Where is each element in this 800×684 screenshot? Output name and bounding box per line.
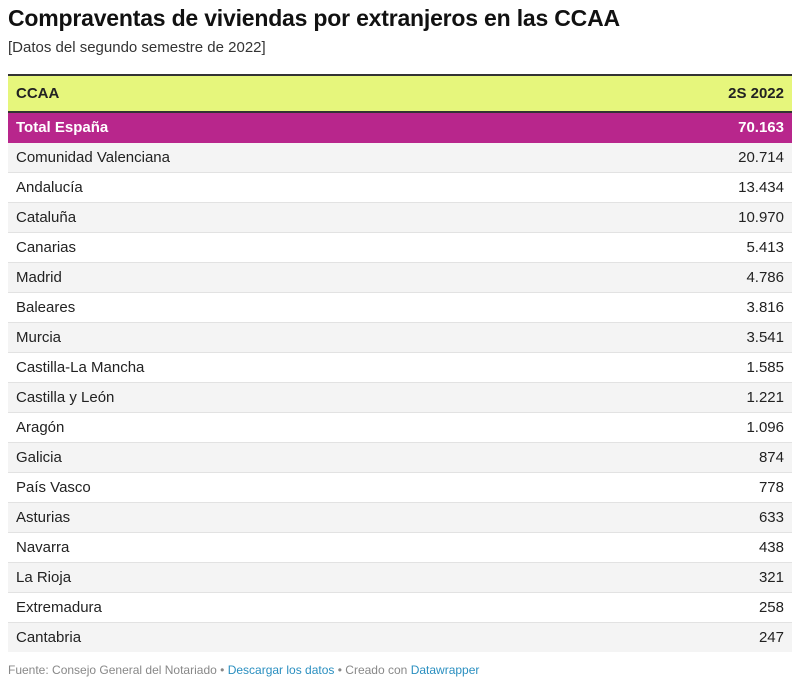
row-value: 247 bbox=[558, 622, 792, 652]
data-table: CCAA 2S 2022 Total España 70.163 Comunid… bbox=[8, 74, 792, 652]
row-label: Navarra bbox=[8, 532, 559, 563]
row-label: Galicia bbox=[8, 442, 559, 473]
row-label: Aragón bbox=[8, 412, 559, 443]
total-label: Total España bbox=[8, 112, 559, 143]
table-row: País Vasco 778 bbox=[8, 472, 792, 503]
row-value: 10.970 bbox=[558, 202, 792, 233]
row-value: 1.096 bbox=[558, 412, 792, 443]
created-with-text: Creado con bbox=[345, 663, 408, 677]
download-data-link[interactable]: Descargar los datos bbox=[227, 663, 335, 677]
row-label: La Rioja bbox=[8, 562, 559, 593]
row-label: Extremadura bbox=[8, 592, 559, 623]
chart-footer: Fuente: Consejo General del Notariado • … bbox=[8, 662, 479, 678]
footer-separator: • bbox=[220, 663, 225, 677]
row-value: 3.816 bbox=[558, 292, 792, 323]
chart-subtitle: [Datos del segundo semestre de 2022] bbox=[8, 39, 266, 56]
table-row: Asturias 633 bbox=[8, 502, 792, 533]
row-label: Murcia bbox=[8, 322, 559, 353]
table-row: Navarra 438 bbox=[8, 532, 792, 563]
row-value: 321 bbox=[558, 562, 792, 593]
row-label: Asturias bbox=[8, 502, 559, 533]
row-value: 20.714 bbox=[558, 143, 792, 173]
source-note: Fuente: Consejo General del Notariado bbox=[8, 663, 217, 677]
row-value: 258 bbox=[558, 592, 792, 623]
row-label: Madrid bbox=[8, 262, 559, 293]
datawrapper-link[interactable]: Datawrapper bbox=[410, 663, 480, 677]
row-label: Andalucía bbox=[8, 172, 559, 203]
table-row: Baleares 3.816 bbox=[8, 292, 792, 323]
column-header-ccaa[interactable]: CCAA bbox=[8, 75, 559, 113]
table-header-row: CCAA 2S 2022 bbox=[8, 75, 792, 113]
table-row: Castilla y León 1.221 bbox=[8, 382, 792, 413]
row-label: Cantabria bbox=[8, 622, 559, 652]
table-row: Andalucía 13.434 bbox=[8, 172, 792, 203]
row-label: Castilla-La Mancha bbox=[8, 352, 559, 383]
table-row: La Rioja 321 bbox=[8, 562, 792, 593]
table-row: Cataluña 10.970 bbox=[8, 202, 792, 233]
table-body: Total España 70.163 Comunidad Valenciana… bbox=[8, 112, 792, 652]
table-row: Canarias 5.413 bbox=[8, 232, 792, 263]
row-value: 633 bbox=[558, 502, 792, 533]
row-label: País Vasco bbox=[8, 472, 559, 503]
chart-container: Compraventas de viviendas por extranjero… bbox=[8, 0, 792, 652]
table-row-total: Total España 70.163 bbox=[8, 112, 792, 143]
row-label: Comunidad Valenciana bbox=[8, 143, 559, 173]
table-row: Aragón 1.096 bbox=[8, 412, 792, 443]
row-value: 4.786 bbox=[558, 262, 792, 293]
row-label: Castilla y León bbox=[8, 382, 559, 413]
row-value: 778 bbox=[558, 472, 792, 503]
total-value: 70.163 bbox=[558, 112, 792, 143]
row-value: 5.413 bbox=[558, 232, 792, 263]
row-label: Baleares bbox=[8, 292, 559, 323]
row-value: 874 bbox=[558, 442, 792, 473]
footer-separator: • bbox=[337, 663, 342, 677]
row-value: 3.541 bbox=[558, 322, 792, 353]
table-row: Murcia 3.541 bbox=[8, 322, 792, 353]
table-row: Comunidad Valenciana 20.714 bbox=[8, 143, 792, 173]
table-row: Extremadura 258 bbox=[8, 592, 792, 623]
row-label: Cataluña bbox=[8, 202, 559, 233]
row-value: 438 bbox=[558, 532, 792, 563]
table-row: Galicia 874 bbox=[8, 442, 792, 473]
row-value: 13.434 bbox=[558, 172, 792, 203]
row-value: 1.585 bbox=[558, 352, 792, 383]
table-row: Castilla-La Mancha 1.585 bbox=[8, 352, 792, 383]
table-row: Cantabria 247 bbox=[8, 622, 792, 652]
chart-title: Compraventas de viviendas por extranjero… bbox=[8, 5, 620, 31]
row-label: Canarias bbox=[8, 232, 559, 263]
table-row: Madrid 4.786 bbox=[8, 262, 792, 293]
column-header-2s-2022[interactable]: 2S 2022 bbox=[558, 75, 792, 113]
row-value: 1.221 bbox=[558, 382, 792, 413]
